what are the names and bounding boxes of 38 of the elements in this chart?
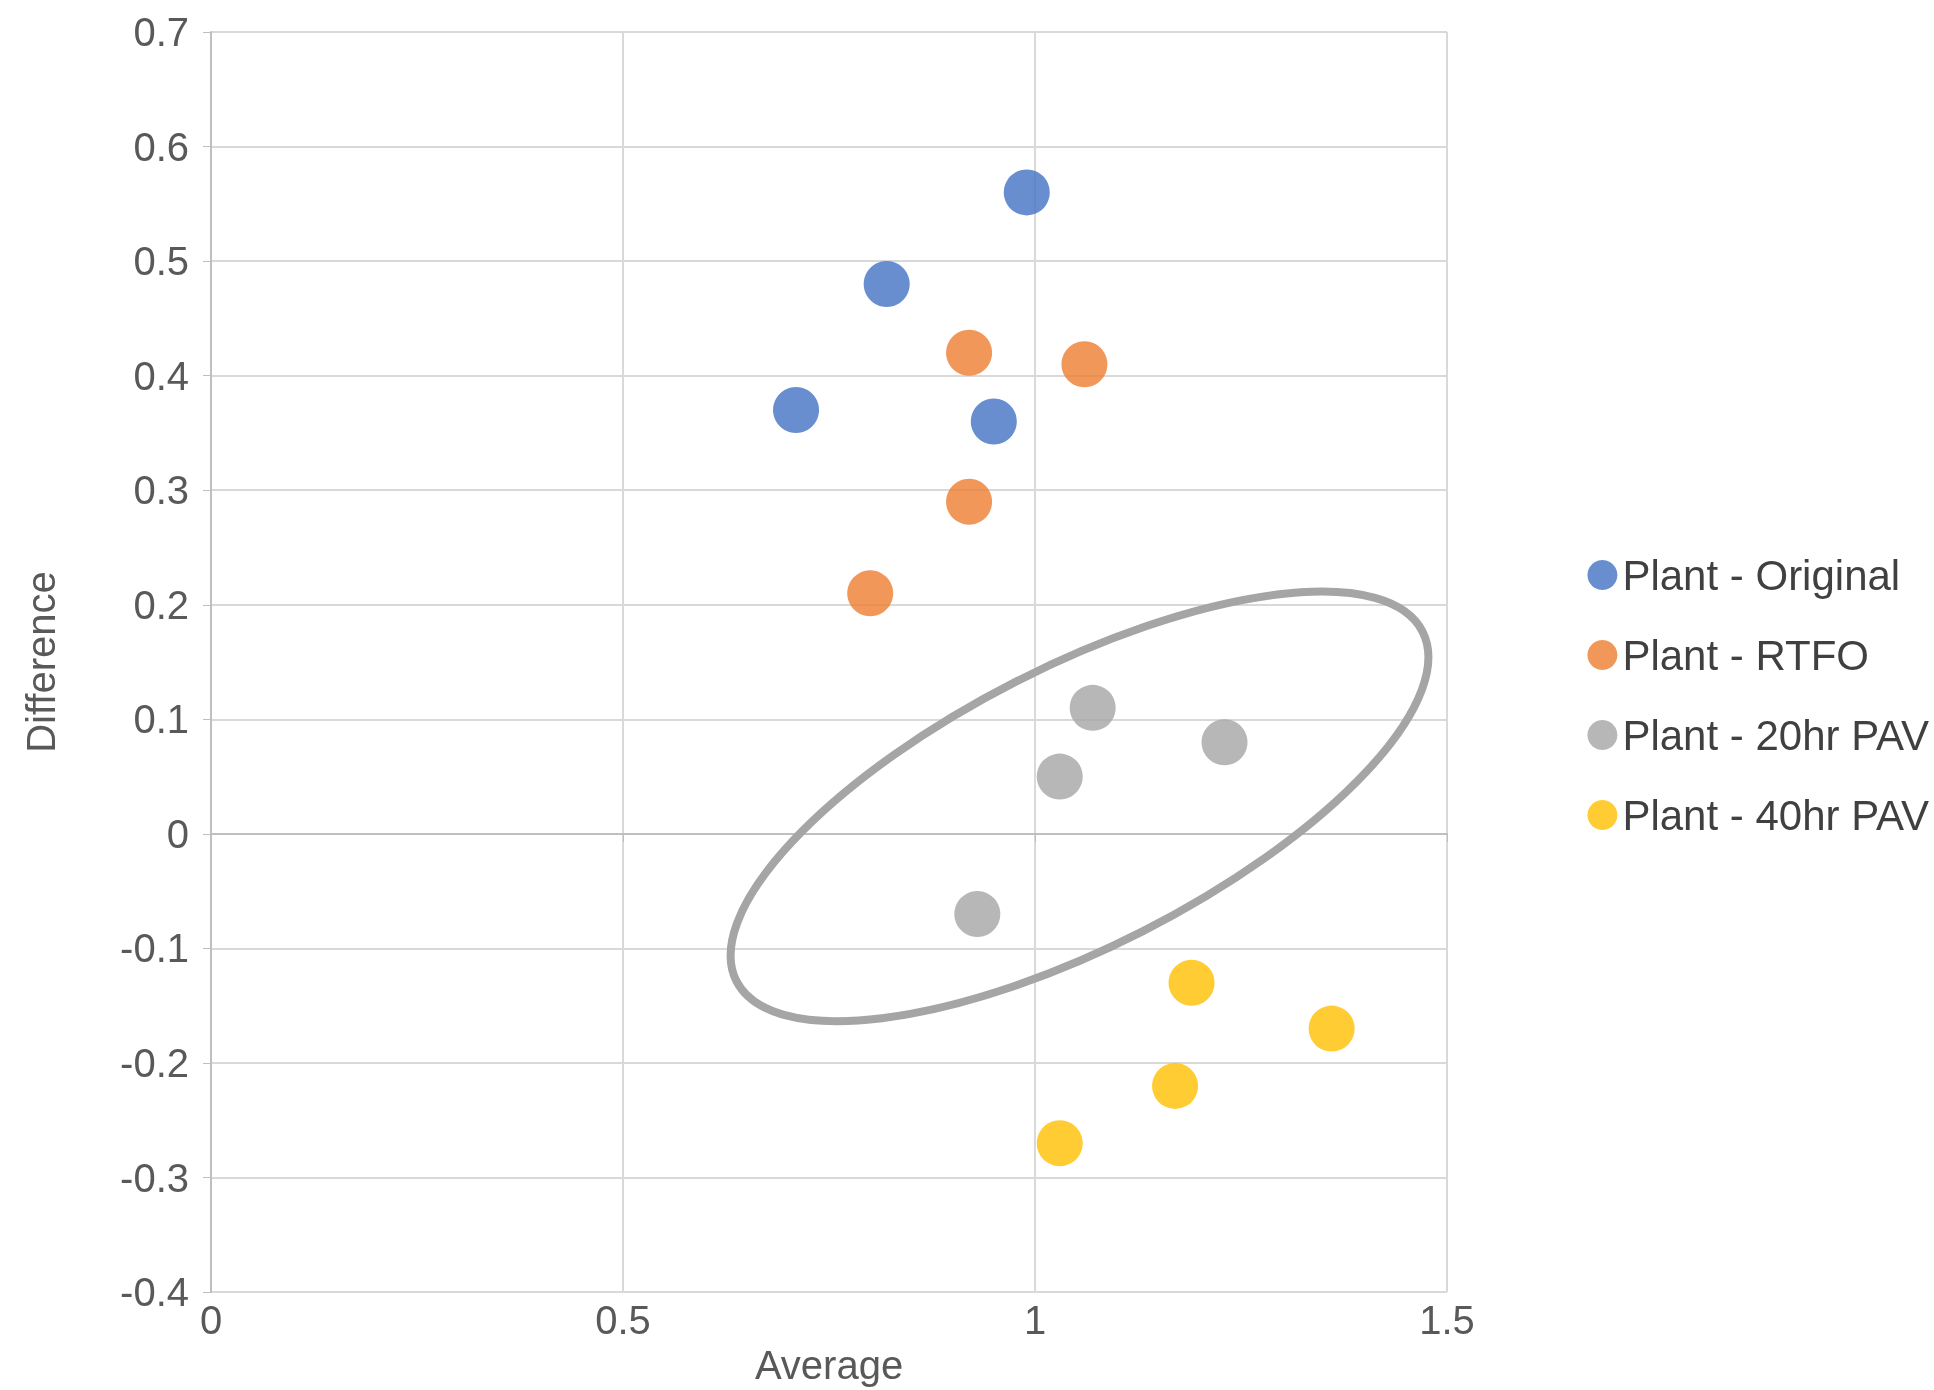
point xyxy=(1069,684,1116,731)
point xyxy=(970,398,1017,445)
y-tick-label: 0.2 xyxy=(133,582,189,627)
legend-label: Plant - Original xyxy=(1622,551,1901,599)
legend-label: Plant - 20hr PAV xyxy=(1622,711,1929,759)
x-tick-label: 0.5 xyxy=(595,1298,651,1343)
x-tick-label: 0 xyxy=(199,1298,223,1343)
point xyxy=(847,570,894,617)
y-tick-label: 0.5 xyxy=(133,239,189,284)
point xyxy=(954,891,1001,938)
y-tick-label: 0.7 xyxy=(133,10,189,54)
point xyxy=(946,329,993,376)
y-tick-label: -0.3 xyxy=(120,1155,189,1200)
x-tick-label: 1 xyxy=(1023,1298,1047,1343)
y-tick-label: 0.1 xyxy=(133,697,189,742)
y-axis-title: Difference xyxy=(19,571,63,753)
y-tick-label: 0.3 xyxy=(133,468,189,513)
point xyxy=(773,387,820,434)
y-tick-label: 0.4 xyxy=(133,353,189,398)
y-tick-label: 0.6 xyxy=(133,124,189,169)
y-tick-label: 0 xyxy=(166,811,189,856)
point xyxy=(1003,169,1050,216)
point xyxy=(1061,341,1108,388)
legend-label: Plant - 40hr PAV xyxy=(1622,791,1929,839)
point xyxy=(946,478,993,525)
legend-label: Plant - RTFO xyxy=(1622,631,1870,679)
point xyxy=(1152,1062,1199,1109)
x-axis-title: Average xyxy=(754,1343,904,1387)
point xyxy=(1168,959,1215,1006)
point xyxy=(1201,719,1248,766)
point xyxy=(1036,1120,1083,1167)
y-tick-label: -0.4 xyxy=(120,1270,189,1315)
y-tick-label: -0.1 xyxy=(120,926,189,971)
point xyxy=(1308,1005,1355,1052)
x-tick-label: 1.5 xyxy=(1419,1298,1475,1343)
point xyxy=(1036,753,1083,800)
point xyxy=(863,261,910,308)
y-tick-label: -0.2 xyxy=(120,1040,189,1085)
